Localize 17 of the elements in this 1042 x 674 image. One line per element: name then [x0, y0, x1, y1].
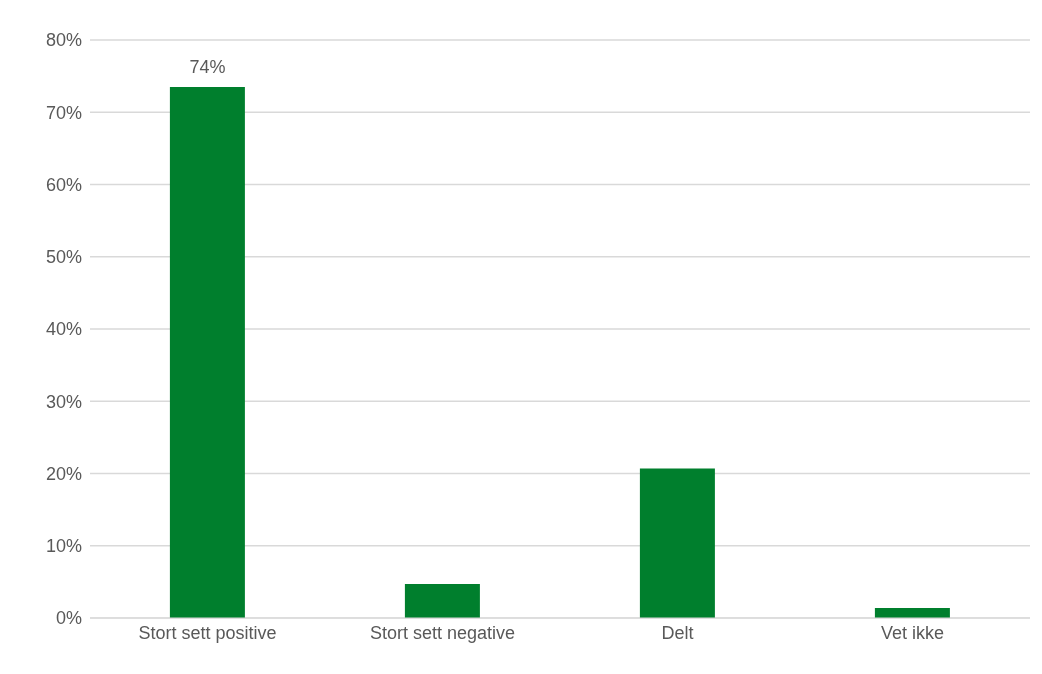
y-tick-label: 10% [45, 536, 82, 557]
y-tick-label: 40% [45, 319, 82, 340]
x-tick-label: Delt [661, 622, 694, 643]
x-tick-label: Stort sett negative [369, 622, 516, 643]
y-tick-label: 0% [55, 608, 82, 629]
y-tick-label: 80% [45, 30, 82, 51]
y-tick-label: 30% [45, 391, 82, 412]
y-tick-label: 20% [45, 463, 82, 484]
x-tick-label: Stort sett positive [138, 622, 277, 643]
data-label: 74% [189, 56, 226, 77]
x-tick-label: Vet ikke [880, 622, 945, 643]
bar [169, 86, 245, 618]
bar [404, 584, 480, 618]
bar [639, 468, 715, 618]
y-tick-label: 60% [45, 174, 82, 195]
y-tick-label: 50% [45, 247, 82, 268]
y-tick-label: 70% [45, 102, 82, 123]
